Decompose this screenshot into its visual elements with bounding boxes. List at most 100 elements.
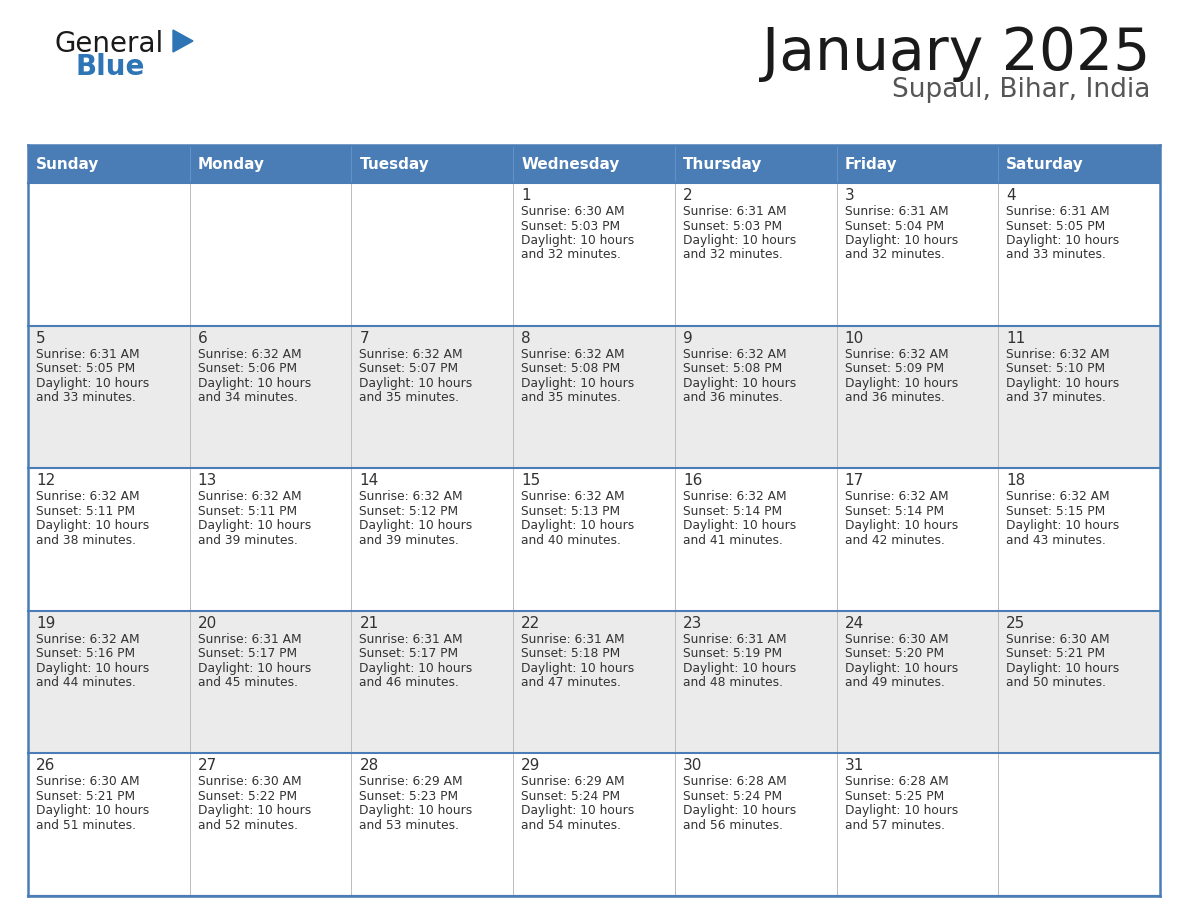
Text: Sunset: 5:04 PM: Sunset: 5:04 PM: [845, 219, 943, 232]
Text: and 47 minutes.: and 47 minutes.: [522, 677, 621, 689]
Text: Sunset: 5:13 PM: Sunset: 5:13 PM: [522, 505, 620, 518]
Text: Sunrise: 6:32 AM: Sunrise: 6:32 AM: [683, 348, 786, 361]
Text: and 40 minutes.: and 40 minutes.: [522, 533, 621, 547]
Text: Sunset: 5:17 PM: Sunset: 5:17 PM: [197, 647, 297, 660]
Text: 30: 30: [683, 758, 702, 773]
Text: Daylight: 10 hours: Daylight: 10 hours: [197, 804, 311, 817]
Text: Daylight: 10 hours: Daylight: 10 hours: [522, 234, 634, 247]
Text: January 2025: January 2025: [762, 25, 1150, 82]
Text: Sunrise: 6:32 AM: Sunrise: 6:32 AM: [36, 490, 140, 503]
Text: Sunrise: 6:30 AM: Sunrise: 6:30 AM: [1006, 633, 1110, 645]
Text: and 33 minutes.: and 33 minutes.: [36, 391, 135, 404]
Text: and 49 minutes.: and 49 minutes.: [845, 677, 944, 689]
Text: and 35 minutes.: and 35 minutes.: [522, 391, 621, 404]
Text: Sunrise: 6:31 AM: Sunrise: 6:31 AM: [360, 633, 463, 645]
Bar: [29, 754, 1159, 896]
Text: Sunset: 5:05 PM: Sunset: 5:05 PM: [36, 362, 135, 375]
Text: 24: 24: [845, 616, 864, 631]
Text: 3: 3: [845, 188, 854, 203]
Text: Sunrise: 6:29 AM: Sunrise: 6:29 AM: [522, 776, 625, 789]
Text: and 45 minutes.: and 45 minutes.: [197, 677, 298, 689]
Text: Sunrise: 6:30 AM: Sunrise: 6:30 AM: [522, 205, 625, 218]
Text: and 52 minutes.: and 52 minutes.: [197, 819, 298, 832]
Bar: [29, 610, 1159, 754]
Text: Sunset: 5:10 PM: Sunset: 5:10 PM: [1006, 362, 1105, 375]
Text: and 43 minutes.: and 43 minutes.: [1006, 533, 1106, 547]
Text: Monday: Monday: [197, 156, 265, 172]
Text: Sunset: 5:08 PM: Sunset: 5:08 PM: [683, 362, 782, 375]
Text: and 46 minutes.: and 46 minutes.: [360, 677, 460, 689]
Text: Daylight: 10 hours: Daylight: 10 hours: [197, 376, 311, 389]
Text: Daylight: 10 hours: Daylight: 10 hours: [845, 234, 958, 247]
Text: 17: 17: [845, 473, 864, 488]
Text: Sunset: 5:17 PM: Sunset: 5:17 PM: [360, 647, 459, 660]
Text: 14: 14: [360, 473, 379, 488]
Text: and 32 minutes.: and 32 minutes.: [845, 249, 944, 262]
Text: Daylight: 10 hours: Daylight: 10 hours: [683, 376, 796, 389]
Text: 15: 15: [522, 473, 541, 488]
Text: 31: 31: [845, 758, 864, 773]
Text: Sunset: 5:24 PM: Sunset: 5:24 PM: [683, 789, 782, 803]
Text: Sunrise: 6:32 AM: Sunrise: 6:32 AM: [1006, 348, 1110, 361]
Text: Sunset: 5:23 PM: Sunset: 5:23 PM: [360, 789, 459, 803]
Text: Sunrise: 6:30 AM: Sunrise: 6:30 AM: [197, 776, 302, 789]
Text: Daylight: 10 hours: Daylight: 10 hours: [197, 520, 311, 532]
Text: Sunset: 5:03 PM: Sunset: 5:03 PM: [683, 219, 782, 232]
Text: and 38 minutes.: and 38 minutes.: [36, 533, 135, 547]
Text: 26: 26: [36, 758, 56, 773]
Text: and 53 minutes.: and 53 minutes.: [360, 819, 460, 832]
Text: and 54 minutes.: and 54 minutes.: [522, 819, 621, 832]
Text: Sunset: 5:03 PM: Sunset: 5:03 PM: [522, 219, 620, 232]
Text: Sunrise: 6:32 AM: Sunrise: 6:32 AM: [360, 348, 463, 361]
Text: Sunset: 5:24 PM: Sunset: 5:24 PM: [522, 789, 620, 803]
Text: Daylight: 10 hours: Daylight: 10 hours: [1006, 662, 1119, 675]
Text: Daylight: 10 hours: Daylight: 10 hours: [1006, 520, 1119, 532]
Text: Thursday: Thursday: [683, 156, 763, 172]
Text: Sunrise: 6:31 AM: Sunrise: 6:31 AM: [1006, 205, 1110, 218]
Text: 4: 4: [1006, 188, 1016, 203]
Text: Sunrise: 6:31 AM: Sunrise: 6:31 AM: [522, 633, 625, 645]
Text: 18: 18: [1006, 473, 1025, 488]
Text: and 44 minutes.: and 44 minutes.: [36, 677, 135, 689]
Text: Sunset: 5:07 PM: Sunset: 5:07 PM: [360, 362, 459, 375]
Text: and 34 minutes.: and 34 minutes.: [197, 391, 297, 404]
Text: Daylight: 10 hours: Daylight: 10 hours: [36, 520, 150, 532]
Text: 8: 8: [522, 330, 531, 345]
Text: 10: 10: [845, 330, 864, 345]
Text: Sunset: 5:05 PM: Sunset: 5:05 PM: [1006, 219, 1106, 232]
Text: General: General: [55, 30, 164, 58]
Text: 2: 2: [683, 188, 693, 203]
Text: 5: 5: [36, 330, 45, 345]
Text: Daylight: 10 hours: Daylight: 10 hours: [683, 520, 796, 532]
Text: Sunrise: 6:32 AM: Sunrise: 6:32 AM: [1006, 490, 1110, 503]
Text: Daylight: 10 hours: Daylight: 10 hours: [522, 520, 634, 532]
Text: Sunday: Sunday: [36, 156, 100, 172]
Text: Sunrise: 6:32 AM: Sunrise: 6:32 AM: [360, 490, 463, 503]
Text: and 39 minutes.: and 39 minutes.: [360, 533, 460, 547]
Text: Daylight: 10 hours: Daylight: 10 hours: [522, 376, 634, 389]
Text: Daylight: 10 hours: Daylight: 10 hours: [36, 662, 150, 675]
Text: and 32 minutes.: and 32 minutes.: [683, 249, 783, 262]
Text: 22: 22: [522, 616, 541, 631]
Text: Daylight: 10 hours: Daylight: 10 hours: [845, 662, 958, 675]
Text: Sunset: 5:15 PM: Sunset: 5:15 PM: [1006, 505, 1106, 518]
Text: 25: 25: [1006, 616, 1025, 631]
Text: and 42 minutes.: and 42 minutes.: [845, 533, 944, 547]
Text: and 48 minutes.: and 48 minutes.: [683, 677, 783, 689]
Text: Sunrise: 6:31 AM: Sunrise: 6:31 AM: [683, 633, 786, 645]
Text: Sunrise: 6:31 AM: Sunrise: 6:31 AM: [845, 205, 948, 218]
Text: Sunrise: 6:32 AM: Sunrise: 6:32 AM: [197, 490, 302, 503]
Text: Daylight: 10 hours: Daylight: 10 hours: [845, 376, 958, 389]
Text: Friday: Friday: [845, 156, 897, 172]
Text: Daylight: 10 hours: Daylight: 10 hours: [522, 804, 634, 817]
Text: Supaul, Bihar, India: Supaul, Bihar, India: [892, 77, 1150, 103]
Text: Sunset: 5:21 PM: Sunset: 5:21 PM: [1006, 647, 1105, 660]
Text: Daylight: 10 hours: Daylight: 10 hours: [845, 520, 958, 532]
Bar: [29, 183, 1159, 326]
Text: Daylight: 10 hours: Daylight: 10 hours: [360, 804, 473, 817]
Text: Daylight: 10 hours: Daylight: 10 hours: [683, 804, 796, 817]
Text: Saturday: Saturday: [1006, 156, 1083, 172]
Text: and 57 minutes.: and 57 minutes.: [845, 819, 944, 832]
Text: Sunrise: 6:29 AM: Sunrise: 6:29 AM: [360, 776, 463, 789]
Text: Wednesday: Wednesday: [522, 156, 619, 172]
